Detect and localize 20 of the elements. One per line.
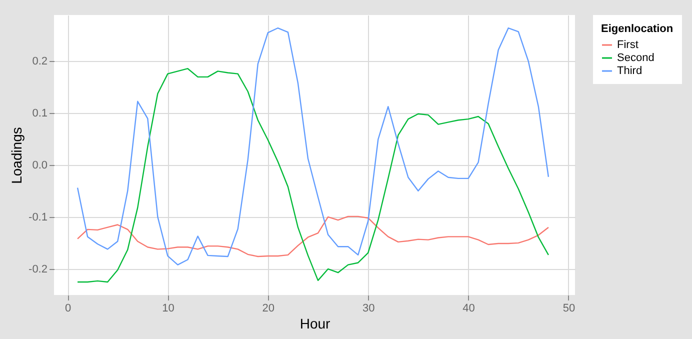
- x-tick-label: 10: [162, 302, 174, 314]
- legend-label: Second: [617, 52, 654, 64]
- legend-label: Third: [617, 65, 642, 77]
- y-tick-label: 0.1: [32, 107, 48, 120]
- line-series: [76, 68, 550, 283]
- x-axis-title: Hour: [300, 316, 331, 332]
- x-tick-label: 20: [262, 302, 275, 314]
- line-series: [76, 216, 550, 258]
- y-axis-title: Loadings: [8, 127, 25, 184]
- line-series: [76, 27, 550, 266]
- y-tick-label: 0.0: [32, 159, 48, 172]
- x-tick-label: 40: [462, 302, 475, 314]
- legend-label: First: [617, 39, 638, 51]
- y-tick-label: 0.2: [32, 55, 48, 68]
- y-tick-label: -0.1: [28, 211, 48, 224]
- x-tick-label: 30: [362, 302, 375, 314]
- x-tick-label: 50: [562, 302, 576, 314]
- legend-title: Eigenlocation: [601, 23, 674, 35]
- x-tick-label: 0: [64, 302, 72, 314]
- y-tick-label: -0.2: [28, 263, 48, 276]
